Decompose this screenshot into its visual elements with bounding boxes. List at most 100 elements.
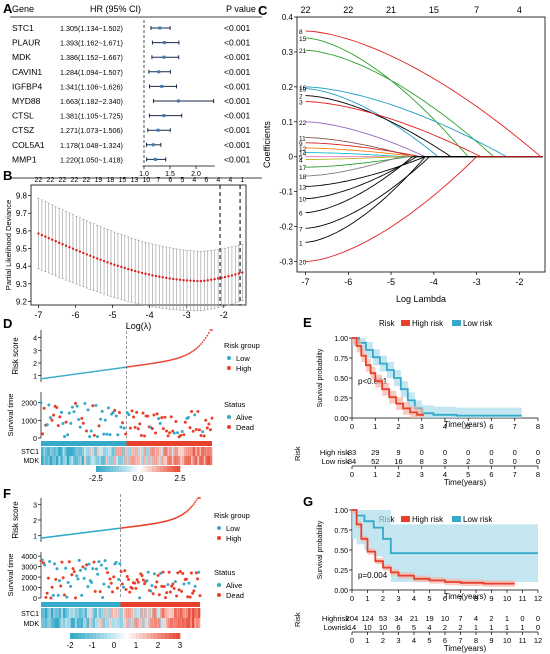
- survival-point: [138, 422, 142, 426]
- heatmap-cell: [160, 456, 164, 465]
- survival-point: [157, 417, 161, 421]
- coefficient-path: [305, 152, 543, 158]
- heatmap-cell: [88, 447, 91, 456]
- x-tick-label: -6: [71, 310, 79, 320]
- path-label: 5: [299, 155, 303, 162]
- risk-point: [137, 364, 140, 367]
- heatmap-cell: [190, 618, 193, 628]
- colorbar-segment: [154, 466, 158, 472]
- risk-point: [135, 364, 138, 367]
- heatmap-cell: [114, 618, 117, 628]
- risk-point: [157, 361, 160, 364]
- heatmap-cell: [196, 608, 199, 618]
- risk-table-count: 0: [513, 457, 517, 466]
- path-label: 10: [299, 197, 307, 204]
- risk-point: [187, 352, 190, 355]
- heatmap-cell: [128, 447, 132, 456]
- survival-point: [89, 429, 93, 433]
- colorbar-segment: [106, 633, 111, 639]
- panel-label-b: B: [3, 168, 12, 183]
- table-x-tick-label: 9: [489, 636, 493, 645]
- table-x-tick-label: 5: [427, 636, 431, 645]
- x-axis-label: Log(λ): [126, 321, 152, 331]
- x-tick-label: 8: [474, 594, 478, 603]
- survival-point: [165, 429, 169, 433]
- deviance-point: [161, 276, 165, 279]
- gene-label: IGFBP4: [12, 81, 43, 91]
- path-label: 16: [299, 85, 307, 92]
- heatmap-cell: [132, 456, 136, 465]
- risk-point: [160, 360, 163, 363]
- heatmap-cell: [150, 456, 153, 465]
- risk-point: [131, 365, 133, 368]
- hr-ci-label: 1.271(1.073~1.506): [60, 126, 123, 135]
- y-tick-label: 3: [33, 348, 37, 355]
- coefficient-path: [305, 156, 543, 200]
- survival-point: [194, 571, 198, 575]
- coefficient-path: [305, 137, 543, 158]
- risk-table-count: 3: [443, 457, 447, 466]
- risk-table-count: 2: [458, 623, 462, 632]
- survival-point: [124, 587, 128, 591]
- hr-point: [162, 41, 166, 45]
- colorbar-segment: [152, 466, 156, 472]
- risk-table-count: 8: [420, 457, 424, 466]
- risk-point: [129, 365, 132, 368]
- heatmap-cell: [100, 608, 103, 618]
- x-tick-label: 7: [513, 422, 517, 431]
- risk-table-count: 84: [348, 457, 356, 466]
- heatmap-cell: [74, 608, 78, 618]
- table-x-tick-label: 1: [373, 470, 377, 479]
- y-axis-label: Partial Likelihood Deviance: [4, 200, 13, 290]
- gene-label: MYD88: [12, 96, 41, 106]
- heatmap-cell: [207, 456, 211, 465]
- survival-point: [97, 424, 101, 428]
- heatmap-cell: [162, 456, 166, 465]
- survival-point: [66, 433, 70, 437]
- risk-point: [107, 368, 110, 371]
- deviance-point: [185, 279, 189, 282]
- risk-point: [184, 354, 187, 357]
- heatmap-cell: [92, 618, 95, 628]
- risk-point: [109, 368, 111, 371]
- heatmap-cell: [167, 447, 170, 456]
- heatmap-cell: [146, 608, 149, 618]
- table-x-axis-label: Time(years): [444, 644, 487, 653]
- survival-point: [210, 416, 214, 420]
- colorbar-segment: [174, 466, 178, 472]
- heatmap-cell: [79, 456, 82, 465]
- y-tick-label: 0: [33, 436, 37, 443]
- heatmap-cell: [192, 456, 196, 465]
- risk-point: [88, 371, 91, 374]
- risk-point: [179, 356, 182, 359]
- x-axis-label: Time(years): [444, 592, 487, 601]
- risk-point: [124, 366, 127, 369]
- top-count-label: 18: [106, 177, 114, 184]
- risk-point: [162, 360, 165, 363]
- heatmap-cell: [156, 447, 159, 456]
- coefficient-path: [305, 30, 543, 158]
- x-tick-label: -3: [473, 277, 481, 287]
- heatmap-cell: [54, 618, 58, 628]
- heatmap-cell: [173, 447, 176, 456]
- heatmap-cell: [74, 618, 78, 628]
- heatmap-cell: [201, 456, 204, 465]
- heatmap-cell: [171, 456, 174, 465]
- heatmap-cell: [126, 608, 129, 618]
- legend-label: Dead: [236, 423, 254, 432]
- risk-point: [195, 347, 198, 350]
- confidence-band: [352, 510, 538, 582]
- deviance-point: [51, 238, 54, 241]
- heatmap-cell: [182, 447, 185, 456]
- panel-label-e: E: [303, 315, 312, 330]
- path-label: 2: [299, 94, 303, 101]
- survival-point: [75, 404, 79, 408]
- y-tick-label: 2000: [21, 575, 37, 582]
- deviance-point: [171, 277, 175, 281]
- heatmap-cell: [186, 618, 189, 628]
- survival-point: [136, 580, 140, 584]
- hr-point: [162, 114, 166, 118]
- legend-title: Status: [224, 400, 246, 409]
- survival-point: [186, 595, 190, 599]
- p-value-label: <0.001: [224, 140, 251, 150]
